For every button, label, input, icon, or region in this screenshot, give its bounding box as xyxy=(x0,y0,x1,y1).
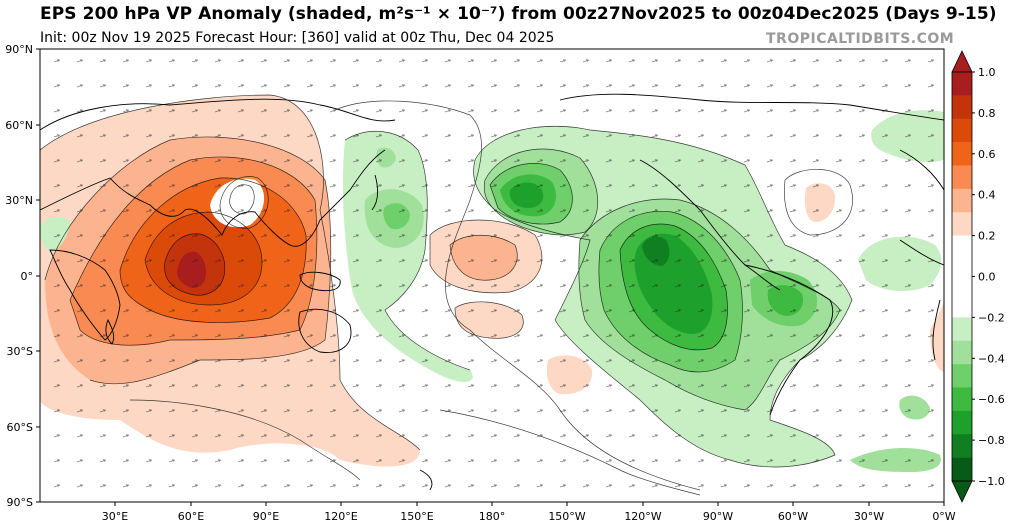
colorbar-tick-label: 0.8 xyxy=(978,107,996,120)
lat-label-60s: 60°S xyxy=(7,421,33,434)
colorbar-cell-negative xyxy=(952,340,972,365)
colorbar-tick-label: 0.2 xyxy=(978,230,996,243)
colorbar-cell-negative xyxy=(952,387,972,412)
lon-label-120w: 120°W xyxy=(624,510,661,523)
lat-label-90s: 90°S xyxy=(7,496,33,509)
divergent-wind-vectors xyxy=(40,49,944,502)
colorbar-tick-label: −0.6 xyxy=(978,393,1005,406)
colorbar-tick-label: 0.6 xyxy=(978,148,996,161)
brand-watermark[interactable]: TROPICALTIDBITS.COM xyxy=(766,31,955,47)
colorbar-cell-positive xyxy=(952,142,972,166)
colorbar-cell-negative xyxy=(952,457,972,482)
lon-label-60w: 60°W xyxy=(778,510,808,523)
lat-label-eq: 0° xyxy=(21,270,34,283)
lon-label-120e: 120°E xyxy=(324,510,357,523)
lon-label-60e: 60°E xyxy=(178,510,204,523)
lon-label-90w: 90°W xyxy=(703,510,733,523)
colorbar-tick-label: −1.0 xyxy=(978,475,1005,488)
colorbar-tick-label: 1.0 xyxy=(978,66,996,79)
lat-label-30n: 30°N xyxy=(5,194,33,207)
colorbar-tick-label: 0.4 xyxy=(978,189,996,202)
colorbar-cell-positive xyxy=(952,72,972,96)
lon-label-0w: 0°W xyxy=(932,510,955,523)
colorbar-cell-negative xyxy=(952,364,972,388)
colorbar-cell-negative xyxy=(952,434,972,458)
colorbar-cell-negative xyxy=(952,317,972,342)
colorbar-top-arrow xyxy=(951,50,973,73)
colorbar-cell-positive xyxy=(952,118,972,143)
lon-label-180: 180° xyxy=(479,510,506,523)
lon-label-30w: 30°W xyxy=(854,510,884,523)
colorbar-tick-label: −0.8 xyxy=(978,434,1005,447)
colorbar-tick-label: −0.4 xyxy=(978,352,1005,365)
lon-label-150e: 150°E xyxy=(400,510,433,523)
colorbar: 1.0 0.8 0.6 0.4 0.2 0.0 −0.2 −0.4 −0.6 −0.8 −1.0 xyxy=(951,50,1005,503)
lon-label-30e: 30°E xyxy=(102,510,128,523)
map-title: EPS 200 hPa VP Anomaly (shaded, m²s⁻¹ × … xyxy=(40,4,997,24)
colorbar-cell-positive xyxy=(952,165,972,190)
colorbar-bottom-arrow xyxy=(951,480,973,503)
lon-label-150w: 150°W xyxy=(548,510,585,523)
lat-label-30s: 30°S xyxy=(7,345,33,358)
longitude-axis: 30°E 60°E 90°E 120°E 150°E 180° 150°W 12… xyxy=(102,502,956,523)
colorbar-cell-neutral xyxy=(952,235,972,318)
lat-label-90n: 90°N xyxy=(5,43,33,56)
lat-label-60n: 60°N xyxy=(5,119,33,132)
latitude-axis: 90°N 60°N 30°N 0° 30°S 60°S 90°S xyxy=(5,43,40,509)
colorbar-cell-positive xyxy=(952,212,972,236)
map-subtitle: Init: 00z Nov 19 2025 Forecast Hour: [36… xyxy=(40,30,555,46)
colorbar-cell-positive xyxy=(952,95,972,120)
colorbar-tick-label: −0.2 xyxy=(978,311,1005,324)
map-canvas xyxy=(40,49,944,502)
colorbar-cell-positive xyxy=(952,188,972,213)
colorbar-cell-negative xyxy=(952,410,972,435)
lon-label-90e: 90°E xyxy=(253,510,279,523)
colorbar-tick-label: 0.0 xyxy=(978,271,996,284)
